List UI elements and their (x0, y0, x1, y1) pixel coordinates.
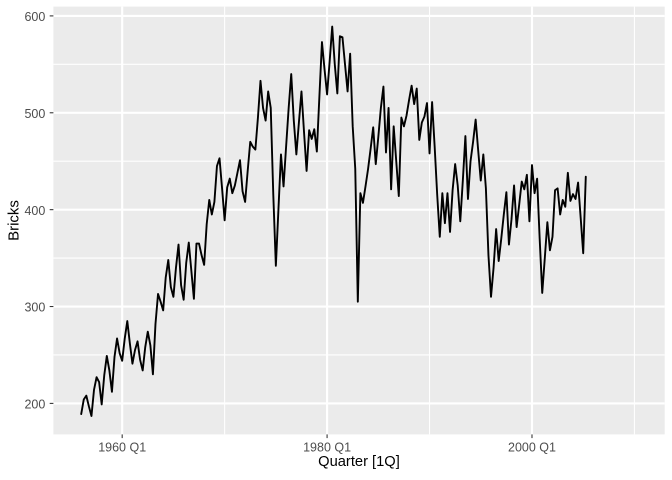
svg-text:Bricks: Bricks (6, 200, 23, 241)
svg-text:300: 300 (24, 301, 45, 315)
svg-text:1980 Q1: 1980 Q1 (303, 440, 351, 454)
svg-text:600: 600 (24, 10, 45, 24)
svg-text:Quarter [1Q]: Quarter [1Q] (318, 454, 400, 470)
svg-text:500: 500 (24, 107, 45, 121)
svg-text:400: 400 (24, 204, 45, 218)
svg-text:1960 Q1: 1960 Q1 (98, 440, 146, 454)
svg-text:2000 Q1: 2000 Q1 (508, 440, 556, 454)
svg-text:200: 200 (24, 398, 45, 412)
